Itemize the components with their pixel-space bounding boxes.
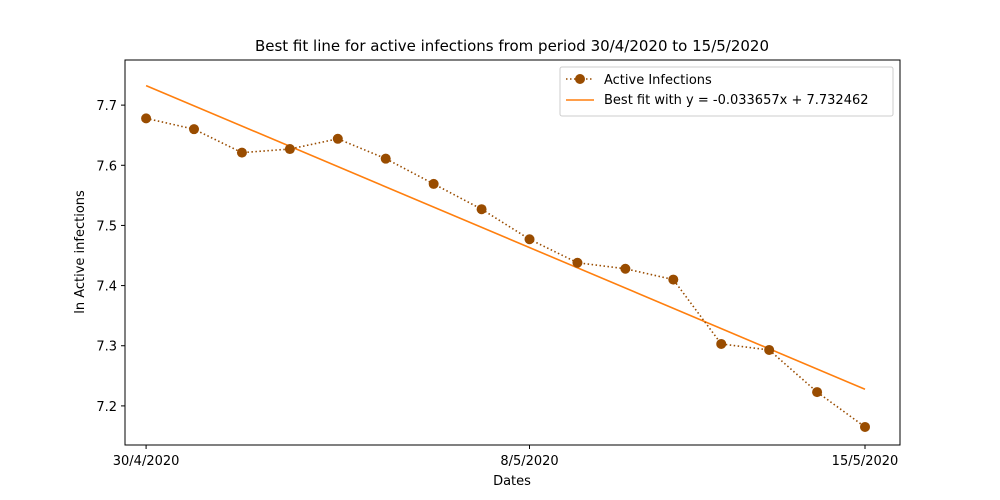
x-tick-label: 8/5/2020: [500, 454, 558, 469]
y-tick-label: 7.3: [96, 340, 117, 355]
x-tick-label: 15/5/2020: [832, 454, 899, 469]
data-point: [284, 144, 295, 155]
data-point: [524, 234, 535, 245]
data-point: [332, 133, 343, 144]
y-tick-label: 7.7: [96, 99, 117, 114]
data-point: [668, 274, 679, 285]
y-axis: 7.2 7.3 7.4 7.5 7.6 7.7: [96, 99, 125, 415]
data-point: [860, 421, 871, 432]
data-point: [141, 113, 152, 124]
data-point: [764, 344, 775, 355]
y-tick-label: 7.6: [96, 159, 117, 174]
x-tick-label: 30/4/2020: [113, 454, 180, 469]
data-point: [716, 338, 727, 349]
legend-label-best-fit: Best fit with y = -0.033657x + 7.732462: [604, 93, 869, 108]
data-point: [236, 147, 247, 158]
data-point: [620, 263, 631, 274]
active-infections-series: [141, 113, 871, 432]
data-point: [476, 204, 487, 215]
data-point: [189, 124, 200, 135]
best-fit-line: [145, 84, 866, 391]
y-axis-label: ln Active infections: [73, 190, 88, 314]
best-fit-series: [145, 84, 866, 391]
plot-area: [124, 59, 901, 446]
legend-label-active-infections: Active Infections: [604, 73, 712, 88]
legend: Active Infections Best fit with y = -0.0…: [559, 66, 894, 117]
y-tick-label: 7.2: [96, 400, 117, 415]
chart-title: Best fit line for active infections from…: [255, 37, 769, 55]
y-tick-label: 7.5: [96, 219, 117, 234]
y-tick-label: 7.4: [96, 280, 117, 295]
x-axis-label: Dates: [493, 474, 531, 489]
legend-box: [559, 66, 894, 117]
legend-dot-active-infections: [575, 74, 585, 84]
data-point: [428, 178, 439, 189]
data-point: [572, 257, 583, 268]
x-axis: 30/4/2020 8/5/2020 15/5/2020: [113, 445, 899, 469]
data-point: [812, 387, 823, 398]
data-point: [380, 153, 391, 164]
active-infections-line: [145, 117, 866, 428]
